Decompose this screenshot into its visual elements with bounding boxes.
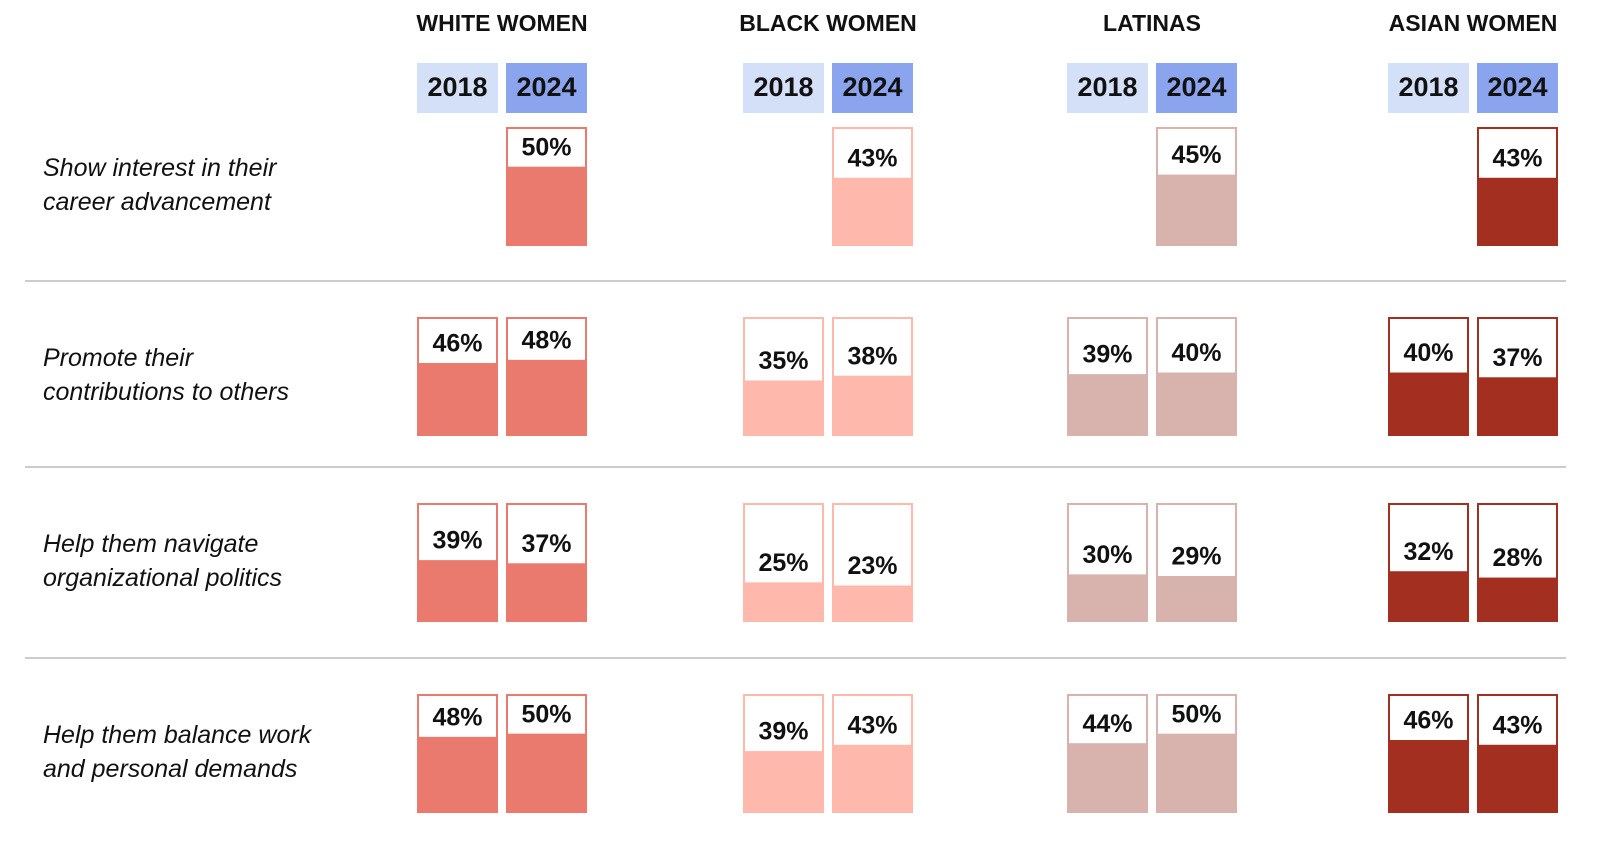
year-header-bg [506, 63, 587, 113]
value-label: 48% [432, 703, 482, 731]
value-label: 35% [758, 347, 808, 375]
bar [506, 359, 587, 436]
value-label: 50% [1171, 700, 1221, 728]
bar [506, 563, 587, 622]
bar [832, 744, 913, 813]
group-title: BLACK WOMEN [739, 10, 917, 36]
row-label: and personal demands [43, 755, 297, 783]
row-label: Show interest in their [43, 154, 278, 182]
bar [832, 375, 913, 436]
year-header-bg [1067, 63, 1148, 113]
bar [1477, 177, 1558, 246]
group-title: WHITE WOMEN [416, 10, 587, 36]
row-label: Help them balance work [43, 721, 313, 749]
value-label: 32% [1403, 538, 1453, 566]
year-header: 2024 [842, 72, 902, 102]
value-label: 28% [1492, 544, 1542, 572]
year-header: 2018 [427, 72, 487, 102]
bar [506, 733, 587, 813]
bar [1388, 571, 1469, 622]
bar [417, 363, 498, 436]
year-header: 2018 [1077, 72, 1137, 102]
value-label: 39% [432, 527, 482, 555]
year-header: 2018 [1398, 72, 1458, 102]
value-label: 50% [521, 133, 571, 161]
value-label: 46% [1403, 707, 1453, 735]
row-label: contributions to others [43, 378, 289, 406]
bar [1388, 372, 1469, 436]
year-header-bg [743, 63, 824, 113]
bar [1156, 174, 1237, 246]
value-label: 43% [847, 711, 897, 739]
year-header-bg [1477, 63, 1558, 113]
value-label: 48% [521, 326, 571, 354]
row-label: career advancement [43, 188, 272, 216]
value-label: 43% [847, 144, 897, 172]
year-header: 2024 [1166, 72, 1226, 102]
row-label: Promote their [43, 344, 195, 372]
bar [1067, 574, 1148, 622]
value-label: 50% [521, 700, 571, 728]
year-header: 2024 [1487, 72, 1547, 102]
year-header: 2024 [516, 72, 576, 102]
bar [1388, 740, 1469, 813]
value-label: 40% [1171, 339, 1221, 367]
bar [1067, 374, 1148, 436]
value-label: 39% [1082, 341, 1132, 369]
value-label: 44% [1082, 710, 1132, 738]
bar [1067, 743, 1148, 813]
value-label: 37% [521, 530, 571, 558]
group-title: LATINAS [1103, 10, 1201, 36]
value-label: 46% [432, 330, 482, 358]
value-label: 45% [1171, 141, 1221, 169]
year-header-bg [1388, 63, 1469, 113]
bar [743, 751, 824, 813]
year-header-bg [1156, 63, 1237, 113]
year-header: 2018 [753, 72, 813, 102]
value-label: 37% [1492, 344, 1542, 372]
bar [743, 380, 824, 436]
bar [1156, 575, 1237, 622]
bar [417, 560, 498, 622]
bar [417, 736, 498, 813]
value-label: 43% [1492, 144, 1542, 172]
value-label: 29% [1171, 543, 1221, 571]
bar [506, 166, 587, 246]
value-label: 43% [1492, 711, 1542, 739]
year-header-bg [832, 63, 913, 113]
bar [1477, 744, 1558, 813]
bar [1477, 577, 1558, 622]
bar [1156, 733, 1237, 813]
row-label: organizational politics [43, 564, 282, 592]
value-label: 23% [847, 552, 897, 580]
bar [743, 582, 824, 622]
value-label: 39% [758, 718, 808, 746]
bar [1477, 377, 1558, 436]
value-label: 25% [758, 549, 808, 577]
value-label: 38% [847, 342, 897, 370]
value-label: 30% [1082, 541, 1132, 569]
group-title: ASIAN WOMEN [1389, 10, 1558, 36]
row-label: Help them navigate [43, 530, 258, 558]
bar [832, 177, 913, 246]
year-header-bg [417, 63, 498, 113]
bar [1156, 372, 1237, 436]
value-label: 40% [1403, 339, 1453, 367]
bar [832, 585, 913, 622]
